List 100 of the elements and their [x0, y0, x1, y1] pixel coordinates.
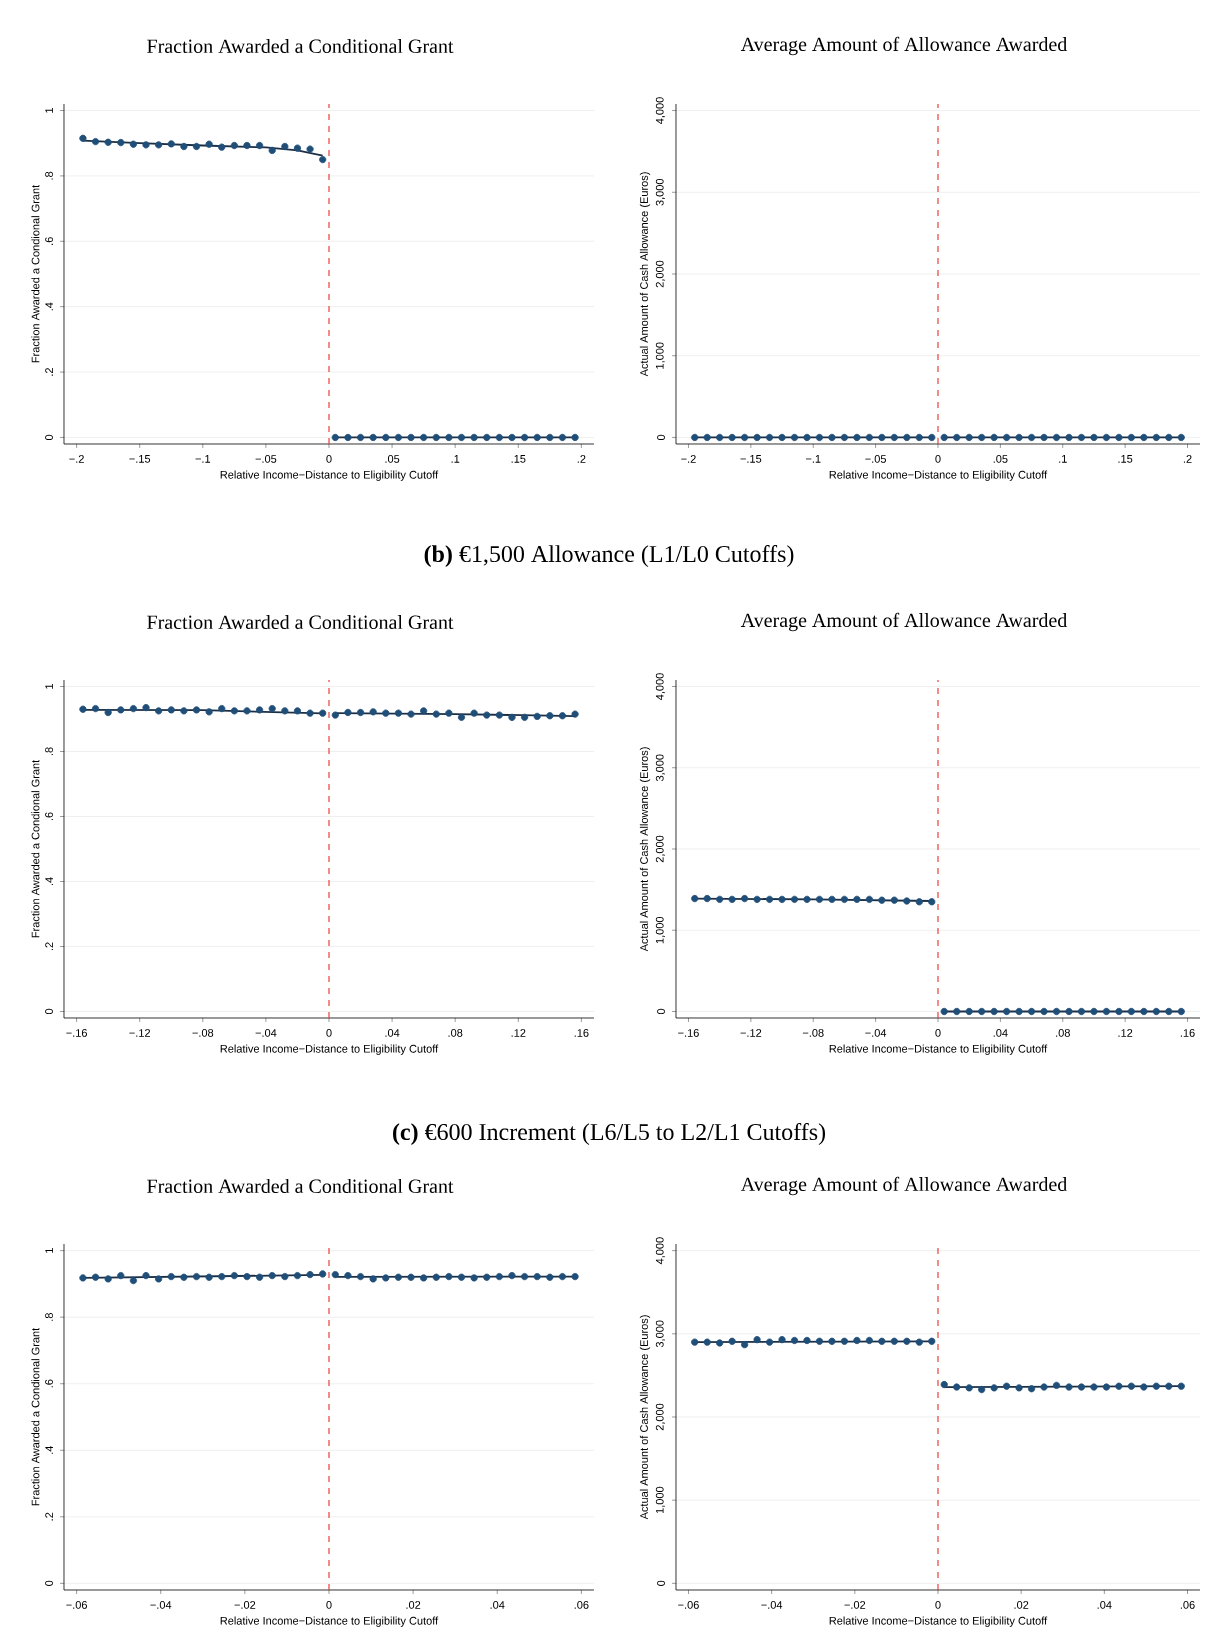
point [1065, 1007, 1073, 1016]
point [940, 1007, 948, 1016]
point [965, 1007, 973, 1016]
point [815, 895, 824, 903]
point [1177, 1007, 1185, 1016]
point [281, 142, 289, 151]
point [1102, 1383, 1111, 1391]
chart-title: Fraction Awarded a Conditional Grant [147, 614, 454, 630]
point [1003, 1007, 1011, 1016]
point [1127, 1007, 1135, 1016]
point [753, 895, 761, 903]
point [218, 143, 226, 151]
point [356, 433, 365, 442]
point [778, 895, 786, 903]
point [293, 144, 302, 152]
point [571, 433, 579, 442]
point [1015, 1007, 1023, 1016]
point [928, 1337, 936, 1345]
point [753, 1336, 761, 1344]
chart-title: Average Amount of Allowance Awarded [740, 612, 1068, 632]
point [703, 1338, 711, 1346]
point [903, 897, 911, 905]
point [1140, 1007, 1148, 1016]
point [1065, 1383, 1073, 1391]
point [716, 1339, 724, 1347]
point [865, 895, 873, 903]
point [1015, 1384, 1023, 1392]
point [840, 895, 849, 903]
text: (c) €600 Increment (L6/L5 to L2/L1 Cutoffs) [393, 1122, 826, 1145]
point [1090, 1007, 1098, 1016]
point [1152, 1007, 1160, 1016]
point [778, 1336, 786, 1344]
point [520, 433, 529, 442]
chart-title: Average Amount of Allowance Awarded [740, 36, 1068, 56]
point [878, 1337, 886, 1345]
point [815, 1337, 824, 1345]
point [853, 1336, 861, 1345]
point [865, 1336, 873, 1345]
point [691, 1338, 699, 1346]
point [953, 1383, 961, 1391]
point [394, 433, 402, 442]
point [331, 433, 339, 442]
point [828, 1337, 836, 1345]
point [1027, 1007, 1036, 1016]
point [104, 138, 112, 146]
point [243, 141, 251, 150]
point [1140, 1383, 1148, 1391]
point [691, 894, 699, 903]
point [470, 433, 478, 442]
point [1115, 1382, 1123, 1390]
point [990, 1384, 998, 1392]
point [1165, 1007, 1173, 1016]
point [155, 141, 163, 149]
point [1115, 1007, 1123, 1016]
point [558, 433, 567, 442]
chart-title: Fraction Awarded a Conditional Grant [147, 38, 454, 54]
point [255, 141, 264, 150]
point [546, 433, 554, 442]
point [915, 898, 923, 906]
point [1040, 1007, 1048, 1016]
point [1152, 1382, 1160, 1390]
point [1165, 1382, 1173, 1390]
point [790, 1336, 799, 1345]
point [445, 433, 453, 442]
point [79, 134, 87, 142]
point [180, 142, 188, 151]
text: (b) €1,500 Allowance (L1/L0 Cutoffs) [424, 544, 794, 567]
point [990, 1007, 998, 1016]
point [728, 895, 736, 903]
point [117, 138, 125, 147]
point [890, 1337, 898, 1345]
point [965, 1384, 973, 1392]
point [167, 140, 175, 148]
point [508, 433, 516, 442]
point [192, 142, 201, 151]
point [1127, 1382, 1135, 1390]
point [928, 898, 936, 906]
point [344, 433, 352, 442]
point [1077, 1007, 1086, 1016]
point [790, 895, 799, 903]
point [268, 146, 276, 155]
point [1027, 1385, 1036, 1393]
chart-title: Fraction Awarded a Conditional Grant [147, 1178, 454, 1194]
point [1090, 1383, 1098, 1391]
point [142, 141, 150, 149]
point [716, 895, 724, 903]
point [483, 433, 491, 442]
point [840, 1337, 849, 1345]
point [1040, 1383, 1048, 1391]
point [533, 433, 541, 442]
point [765, 895, 774, 903]
point [420, 433, 428, 442]
point [765, 1338, 774, 1346]
point [828, 895, 836, 903]
chart-title: Average Amount of Allowance Awarded [740, 1176, 1068, 1196]
point [1102, 1007, 1111, 1016]
point [978, 1385, 986, 1394]
point [853, 895, 861, 903]
point [230, 141, 238, 150]
point [1003, 1382, 1011, 1390]
